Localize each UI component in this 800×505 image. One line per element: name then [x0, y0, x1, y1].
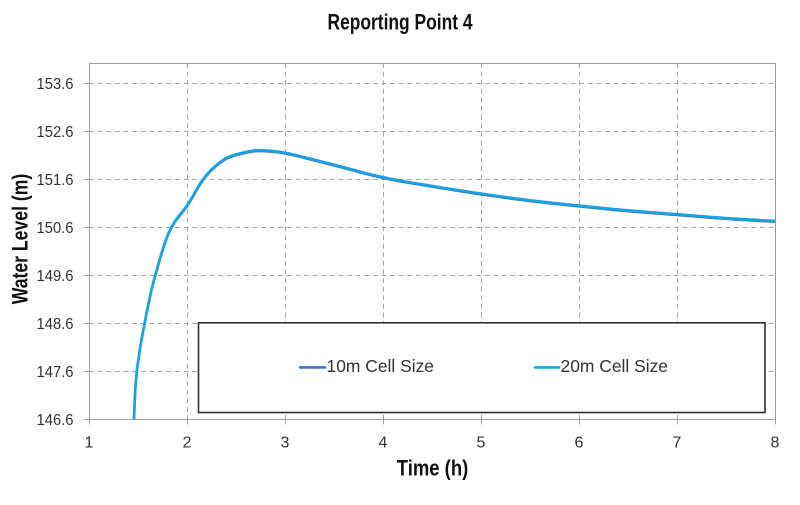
svg-text:8: 8: [771, 435, 780, 452]
svg-text:1: 1: [85, 435, 94, 452]
svg-text:150.6: 150.6: [37, 220, 74, 237]
svg-text:152.6: 152.6: [37, 124, 74, 141]
svg-text:3: 3: [281, 435, 290, 452]
svg-text:20m Cell Size: 20m Cell Size: [561, 356, 669, 376]
svg-text:7: 7: [673, 435, 682, 452]
svg-text:Water Level (m): Water Level (m): [8, 174, 33, 305]
svg-text:10m Cell Size: 10m Cell Size: [327, 356, 435, 376]
svg-text:4: 4: [379, 435, 388, 452]
svg-text:149.6: 149.6: [37, 268, 74, 285]
svg-text:Reporting Point 4: Reporting Point 4: [328, 10, 474, 35]
svg-text:2: 2: [183, 435, 192, 452]
svg-text:146.6: 146.6: [37, 412, 74, 429]
svg-text:148.6: 148.6: [37, 316, 74, 333]
svg-text:147.6: 147.6: [37, 364, 74, 381]
svg-text:6: 6: [575, 435, 584, 452]
svg-text:153.6: 153.6: [37, 76, 74, 93]
svg-text:151.6: 151.6: [37, 172, 74, 189]
svg-text:5: 5: [477, 435, 486, 452]
svg-text:Time (h): Time (h): [397, 456, 469, 481]
